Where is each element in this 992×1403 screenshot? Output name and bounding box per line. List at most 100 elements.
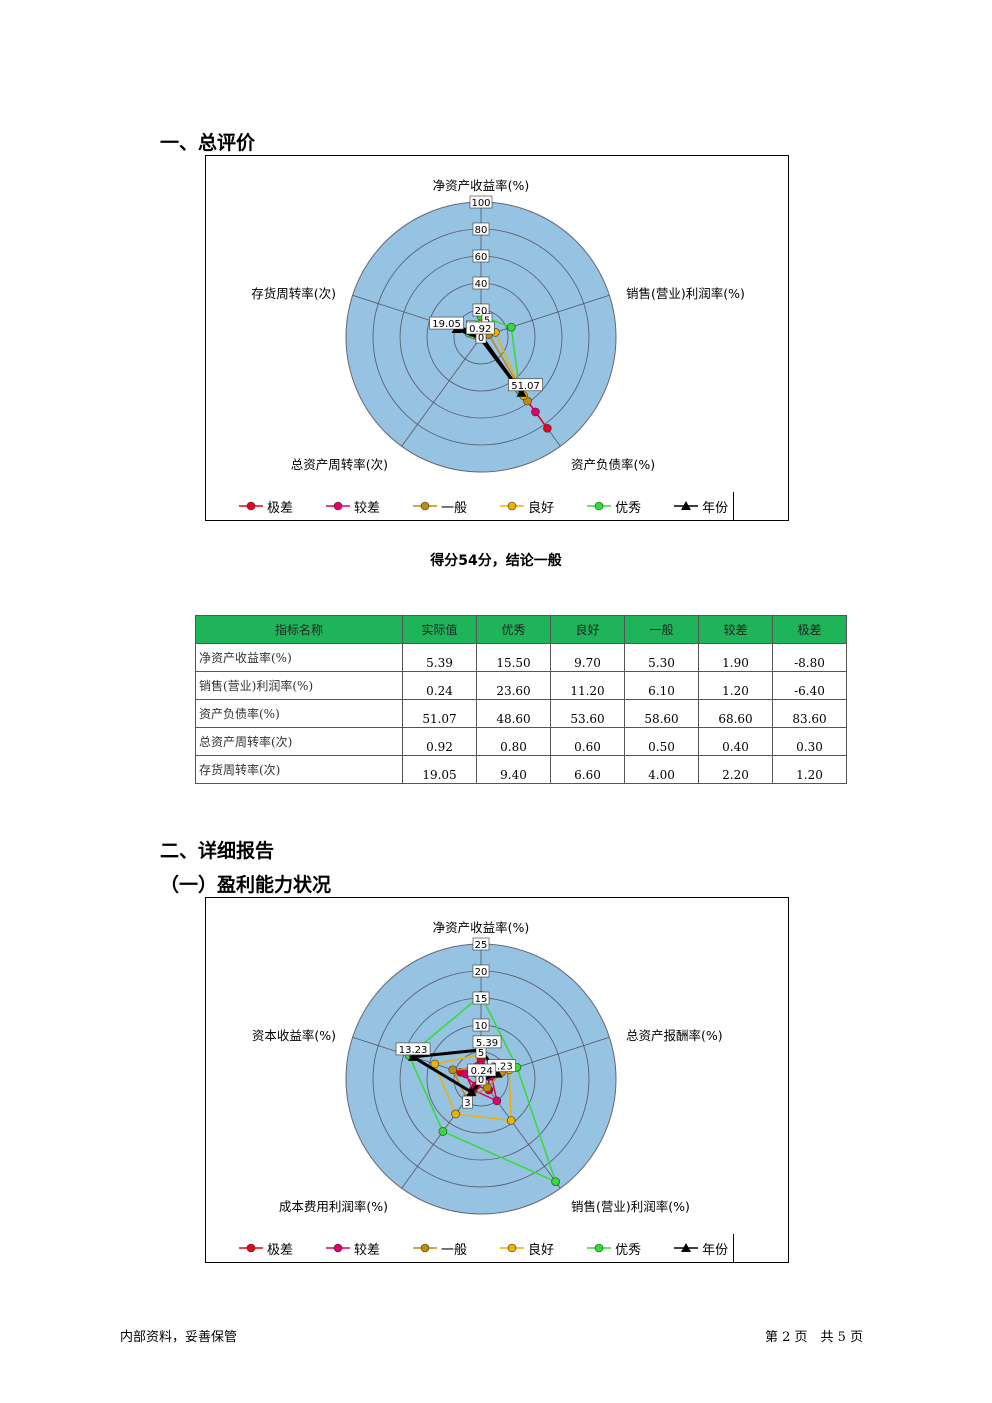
legend-marker (239, 501, 263, 511)
radar-plot-overall: 净资产收益率(%) 销售(营业)利润率(%) 资产负债率(%) 总资产周转率(次) 存货… (251, 178, 745, 473)
legend-label: 良好 (528, 1242, 555, 1258)
data-point (438, 1127, 448, 1136)
tick-label: 0 (478, 1075, 484, 1086)
indicator-name: 销售(营业)利润率(%) (195, 671, 403, 700)
axis-label: 净资产收益率(%) (433, 920, 530, 935)
indicator-name: 净资产收益率(%) (195, 643, 403, 672)
legend-marker (500, 501, 525, 511)
data-point (516, 387, 527, 397)
data-point (551, 1177, 560, 1186)
legend-item: 一般 (413, 1239, 467, 1258)
indicator-value: 9.40 (476, 755, 551, 784)
legend-label: 极差 (267, 1242, 294, 1258)
value-label: 19.05 (432, 319, 461, 330)
legend-item: 较差 (326, 1239, 380, 1258)
value-label: 51.07 (511, 381, 540, 392)
indicator-value: 68.60 (698, 699, 773, 728)
table-header: 一般 (624, 615, 699, 644)
tick-label: 25 (475, 940, 488, 951)
value-label: 0.24 (471, 1066, 493, 1077)
legend-marker (587, 501, 612, 511)
section2-title: 二、详细报告 (160, 840, 275, 862)
tick-label: 5 (478, 1048, 484, 1059)
indicator-value: 15.50 (476, 643, 551, 672)
legend-item: 年份 (674, 497, 728, 516)
legend-marker (326, 501, 351, 511)
section2-subtitle: （一）盈利能力状况 (160, 874, 332, 896)
table-header: 较差 (698, 615, 773, 644)
tick-label: 80 (475, 225, 488, 236)
table-row: 净资产收益率(%) 5.39 15.50 9.70 5.30 1.90 -8.80 (195, 643, 847, 672)
axis-label: 净资产收益率(%) (433, 178, 530, 193)
tick-label: 100 (471, 198, 490, 209)
indicator-value: 6.10 (624, 671, 699, 700)
legend-label: 优秀 (615, 1242, 642, 1258)
indicator-value: 6.60 (550, 755, 625, 784)
legend-label: 一般 (441, 500, 468, 516)
legend-label: 优秀 (615, 500, 642, 516)
legend-marker (326, 1243, 351, 1253)
legend-item: 极差 (239, 1239, 293, 1258)
indicator-name: 存货周转率(次) (195, 755, 403, 784)
axis-label: 成本费用利润率(%) (279, 1199, 388, 1214)
value-label: 13.23 (399, 1045, 428, 1056)
data-point (492, 1096, 502, 1106)
data-point (543, 424, 552, 433)
axis-label: 资本收益率(%) (252, 1028, 336, 1043)
data-point (531, 407, 540, 417)
indicator-value: 5.39 (402, 643, 477, 672)
value-label-box (472, 1035, 502, 1049)
legend-item: 优秀 (587, 497, 641, 516)
value-label-box (467, 1063, 497, 1077)
indicator-value: 1.20 (698, 671, 773, 700)
radar-spoke (401, 336, 482, 447)
chart-legend: 极差 较差 一般 良好 优秀 年份 (206, 492, 734, 520)
axis-label: 存货周转率(次) (251, 286, 336, 301)
indicator-value: 9.70 (550, 643, 625, 672)
tick-label-box (472, 964, 490, 978)
legend-item: 良好 (500, 497, 554, 516)
tick-label-box (472, 249, 490, 263)
indicator-name: 资产负债率(%) (195, 699, 403, 728)
data-point (451, 1109, 460, 1119)
legend-label: 年份 (702, 1242, 729, 1258)
indicator-name: 总资产周转率(次) (195, 727, 403, 756)
indicator-value: 48.60 (476, 699, 551, 728)
value-label-box (465, 321, 495, 335)
data-point (466, 1087, 477, 1097)
radar-plot-profitability: 净资产收益率(%) 总资产报酬率(%) 销售(营业)利润率(%) 成本费用利润率(%)… (252, 920, 723, 1215)
data-point (507, 322, 516, 332)
table-row: 资产负债率(%) 51.07 48.60 53.60 58.60 68.60 83.60 (195, 699, 847, 728)
indicator-value: 0.40 (698, 727, 773, 756)
indicator-value: 5.30 (624, 643, 699, 672)
table-row: 总资产周转率(次) 0.92 0.80 0.60 0.50 0.40 0.30 (195, 727, 847, 756)
indicator-table: 指标名称 实际值 优秀 良好 一般 较差 极差 净资产收益率(%) 5.39 15.50 9.70… (195, 615, 847, 784)
table-header: 优秀 (476, 615, 551, 644)
section1-title: 一、总评价 (160, 132, 256, 154)
value-label-box (395, 1042, 431, 1056)
tick-label: 60 (475, 252, 488, 263)
axis-label: 总资产报酬率(%) (626, 1028, 723, 1043)
legend-marker (587, 1243, 612, 1253)
legend-item: 一般 (413, 497, 467, 516)
indicator-value: 19.05 (402, 755, 477, 784)
footer-left: 内部资料，妥善保管 (120, 1330, 238, 1345)
value-label-box (508, 378, 543, 392)
value-label: 0.92 (469, 324, 491, 335)
legend-item: 极差 (239, 497, 293, 516)
tick-label: 20 (475, 967, 488, 978)
legend-marker (674, 1243, 699, 1252)
indicator-value: 53.60 (550, 699, 625, 728)
table-row: 存货周转率(次) 19.05 9.40 6.60 4.00 2.20 1.20 (195, 755, 847, 784)
radar-chart-profitability: 净资产收益率(%) 总资产报酬率(%) 销售(营业)利润率(%) 成本费用利润率(%)… (205, 897, 789, 1263)
tick-label-box (472, 276, 490, 290)
value-label-box (462, 1095, 473, 1109)
indicator-value: 4.00 (624, 755, 699, 784)
indicator-value: 23.60 (476, 671, 551, 700)
legend-item: 良好 (500, 1239, 554, 1258)
tick-label-box (469, 195, 493, 209)
data-point (448, 1065, 458, 1075)
legend-marker (674, 501, 699, 510)
data-point (506, 1116, 516, 1125)
axis-label: 销售(营业)利润率(%) (626, 286, 745, 301)
